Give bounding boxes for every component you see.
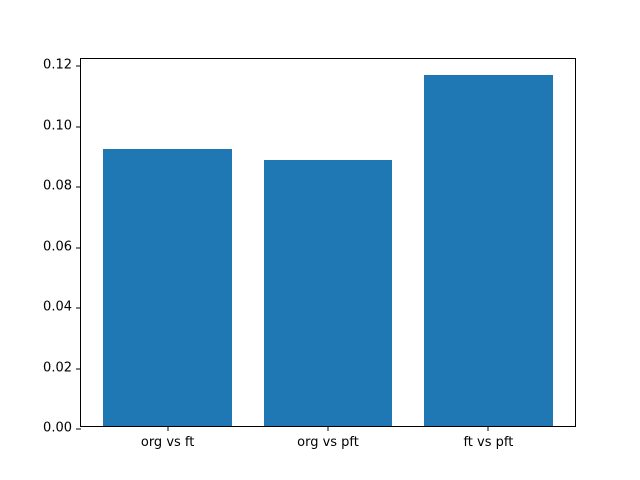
bar-org-vs-pft [263,160,393,426]
x-tick-mark [167,426,169,431]
y-tick-label: 0.00 [43,420,72,436]
y-tick-label: 0.06 [43,239,72,255]
bar-ft-vs-pft [424,75,553,426]
y-tick-label: 0.02 [43,360,72,375]
x-tick-mark [487,426,489,431]
y-tick-label: 0.08 [43,178,72,194]
y-tick-label: 0.04 [43,299,72,315]
x-tick-label: org vs ft [140,435,195,450]
y-tick-mark [76,368,81,369]
y-tick-mark [76,247,81,249]
y-tick-label: 0.10 [43,118,72,134]
x-tick-label: ft vs pft [463,435,514,450]
y-tick-mark [76,126,81,128]
y-tick-mark [76,307,81,309]
bar-org-vs-ft [103,149,232,426]
y-tick-label: 0.12 [43,57,72,73]
x-tick-label: org vs pft [297,435,359,450]
y-tick-mark [76,186,81,188]
y-tick-mark [76,65,81,67]
y-tick-mark [76,428,81,430]
x-tick-mark [327,426,329,431]
plot-area: 0.00 0.02 0.04 0.06 0.08 0.10 0.12 org vs ft or… [43,58,576,450]
